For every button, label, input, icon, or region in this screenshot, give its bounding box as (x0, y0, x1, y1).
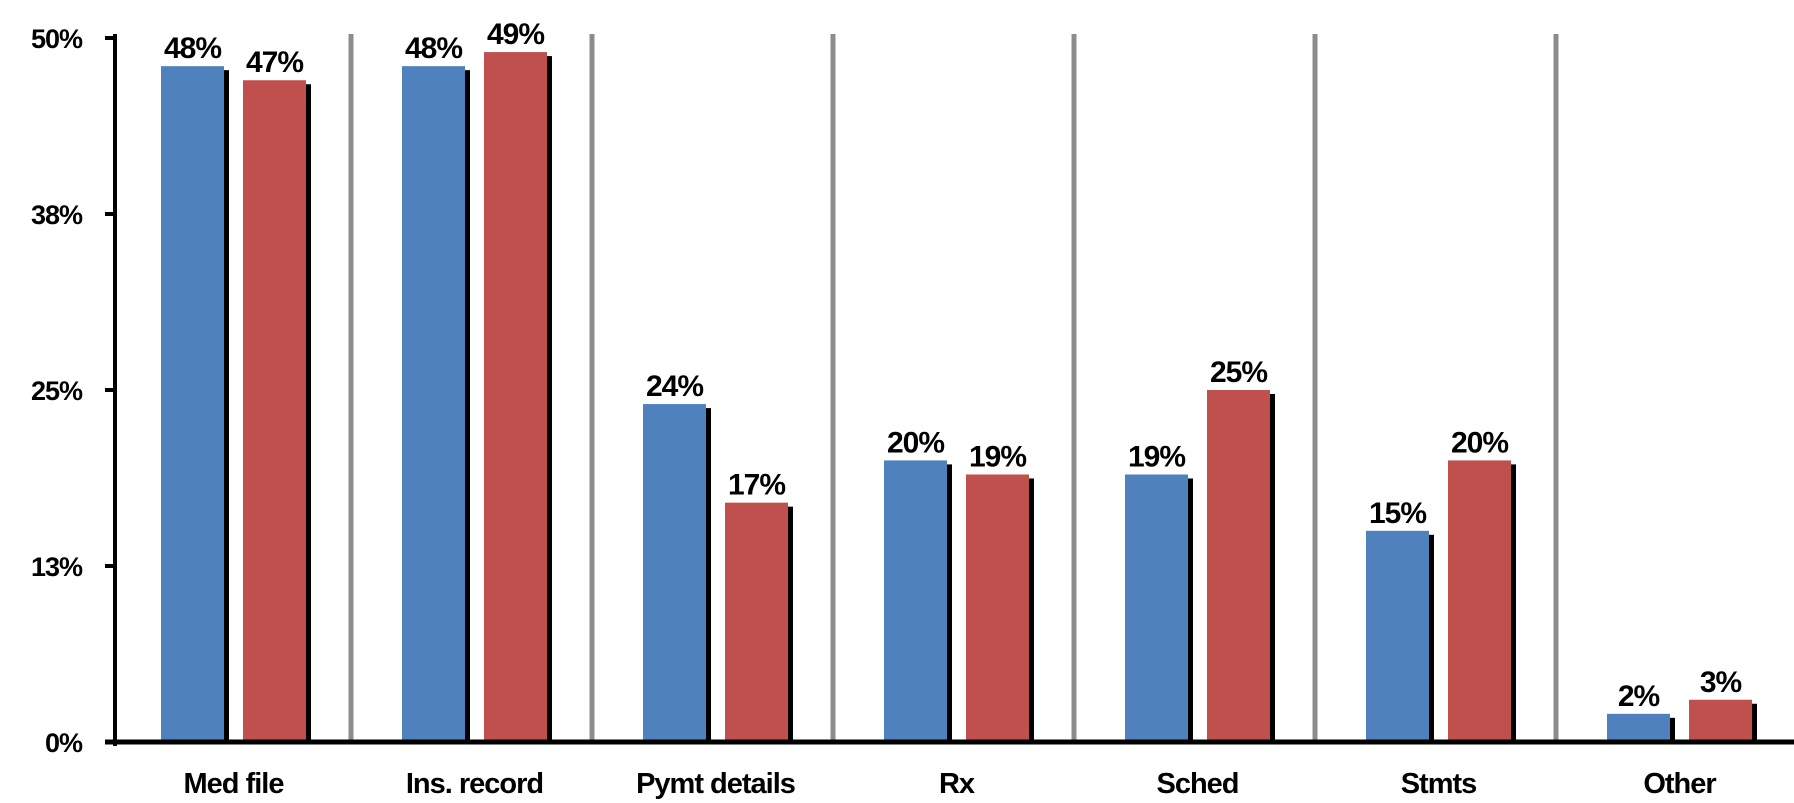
bar (1366, 530, 1429, 742)
bar (1448, 460, 1511, 742)
x-tick-label: Ins. record (406, 768, 543, 800)
data-label: 25% (1210, 356, 1267, 389)
x-tick-label: Other (1643, 768, 1716, 800)
bar (1689, 699, 1752, 742)
x-tick-label: Pymt details (636, 768, 795, 800)
bar (725, 502, 788, 742)
data-label: 15% (1369, 497, 1426, 530)
x-tick-labels: Med file Ins. record Pymt details Rx Sched St… (184, 768, 1718, 800)
y-tick-label: 25% (31, 376, 83, 406)
bar (1125, 474, 1188, 742)
bar (884, 460, 947, 742)
data-label: 19% (969, 440, 1026, 473)
axes (105, 34, 1794, 746)
bar (1207, 390, 1270, 742)
x-tick-label: Stmts (1401, 768, 1477, 800)
category-separators (348, 34, 1559, 742)
x-tick-label: Med file (184, 768, 285, 800)
data-label: 20% (1451, 426, 1508, 459)
y-tick-label: 38% (31, 200, 83, 230)
y-tick-labels: 0% 13% 25% 38% 50% (31, 24, 84, 758)
bar (643, 404, 706, 742)
y-tick-label: 13% (31, 552, 83, 582)
data-label: 47% (246, 46, 303, 79)
data-labels: 48% 47% 48% 49% 24% 17% 20% 19% 19% 25% 15% 20% 2% 3% (164, 18, 1743, 713)
data-label: 2% (1618, 680, 1660, 713)
data-label: 3% (1700, 666, 1742, 699)
y-tick-label: 50% (31, 24, 83, 54)
data-label: 48% (164, 32, 221, 65)
bar (484, 52, 547, 742)
data-label: 48% (405, 32, 462, 65)
bar (966, 474, 1029, 742)
data-label: 17% (728, 469, 785, 502)
data-label: 19% (1128, 440, 1185, 473)
bar (1607, 713, 1670, 742)
x-tick-label: Sched (1156, 768, 1238, 800)
bar (161, 66, 224, 742)
bars (161, 52, 1757, 743)
bar (243, 80, 306, 743)
data-label: 49% (487, 18, 544, 51)
data-label: 20% (887, 426, 944, 459)
bar (402, 66, 465, 742)
data-label: 24% (646, 370, 703, 403)
x-tick-label: Rx (939, 768, 975, 800)
y-tick-label: 0% (45, 728, 83, 758)
